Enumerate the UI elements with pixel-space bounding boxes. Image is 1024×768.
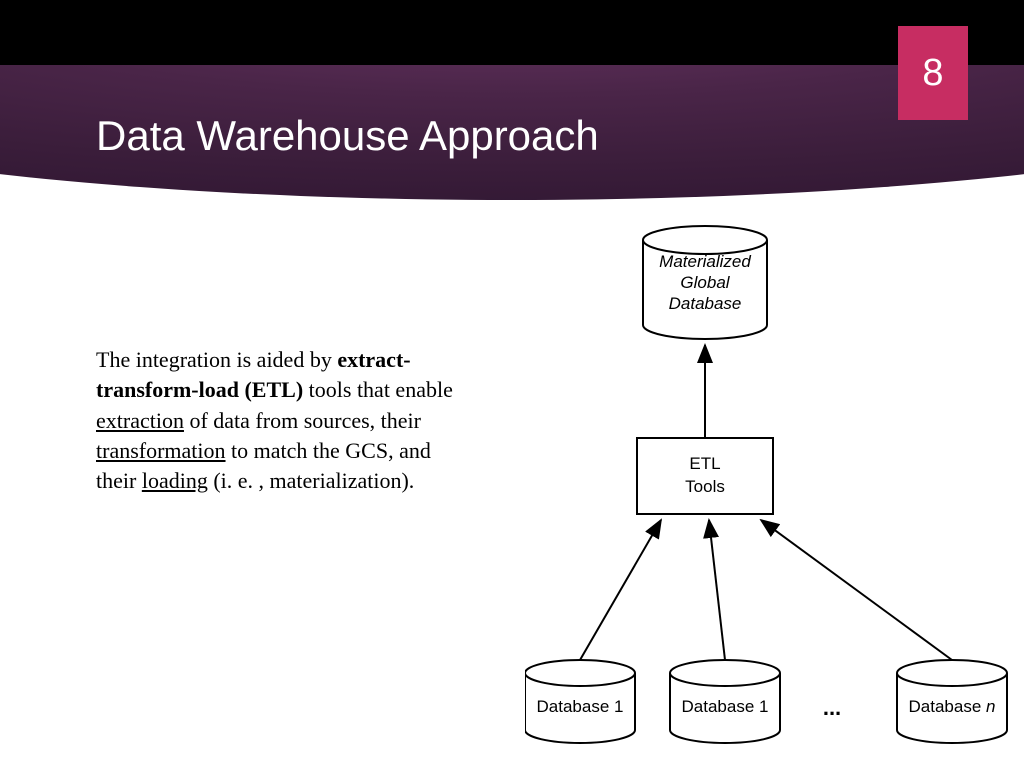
top-db-label-3: Database xyxy=(669,294,742,313)
body-ul-extraction: extraction xyxy=(96,408,184,433)
bottom-db-1-cylinder: Database 1 xyxy=(525,660,635,743)
body-text-3: of data from sources, their xyxy=(184,408,421,433)
slide-title: Data Warehouse Approach xyxy=(96,112,599,160)
body-text-5: (i. e. , materialization). xyxy=(208,468,414,493)
top-database-cylinder: Materialized Global Database xyxy=(643,226,767,339)
bottom-dbn-n: n xyxy=(986,697,995,716)
page-number-box: 8 xyxy=(898,26,968,120)
top-db-label-1: Materialized xyxy=(659,252,751,271)
etl-diagram: Materialized Global Database ETL Tools D… xyxy=(525,225,1015,755)
body-text-1: The integration is aided by xyxy=(96,347,337,372)
arrow-db2-to-etl xyxy=(709,520,725,660)
arrow-db1-to-etl xyxy=(580,520,661,660)
bottom-db-2-cylinder: Database 1 xyxy=(670,660,780,743)
diagram-dots: ... xyxy=(823,695,841,720)
body-paragraph: The integration is aided by extract-tran… xyxy=(96,345,466,497)
bottom-db-n-cylinder: Database n xyxy=(897,660,1007,743)
body-text-2: tools that enable xyxy=(303,377,453,402)
etl-label-2: Tools xyxy=(685,477,725,496)
bottom-db1-label: Database 1 xyxy=(537,697,624,716)
top-db-label-2: Global xyxy=(680,273,730,292)
header-black-band xyxy=(0,0,1024,75)
page-number: 8 xyxy=(922,52,943,95)
slide-header: 8 Data Warehouse Approach xyxy=(0,0,1024,210)
etl-tools-box: ETL Tools xyxy=(637,438,773,514)
body-ul-loading: loading xyxy=(142,468,208,493)
body-ul-transformation: transformation xyxy=(96,438,226,463)
bottom-dbn-label: Database n xyxy=(909,697,996,716)
etl-label-1: ETL xyxy=(689,454,720,473)
arrow-dbn-to-etl xyxy=(761,520,952,660)
bottom-db2-label: Database 1 xyxy=(682,697,769,716)
bottom-dbn-prefix: Database xyxy=(909,697,987,716)
